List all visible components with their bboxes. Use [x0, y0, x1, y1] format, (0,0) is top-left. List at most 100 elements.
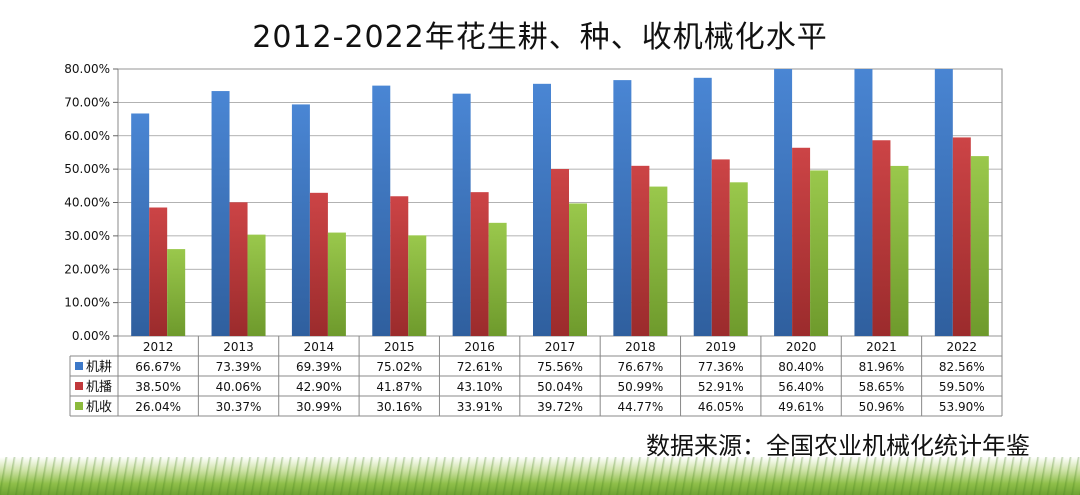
bar-机播-2018 — [631, 165, 650, 336]
bar-机播-2017 — [551, 168, 569, 336]
table-cell-value: 69.39% — [296, 360, 342, 374]
bar-机播-2020 — [792, 147, 811, 336]
table-cell-value: 43.10% — [457, 380, 503, 394]
table-cell-value: 77.36% — [698, 360, 744, 374]
source-note: 数据来源：全国农业机械化统计年鉴 — [646, 432, 1030, 460]
table-cell-value: 44.77% — [617, 400, 663, 414]
table-cell-value: 38.50% — [135, 380, 181, 394]
y-tick-label: 10.00% — [64, 296, 110, 310]
grass-strip — [0, 457, 1080, 495]
table-cell-value: 46.05% — [698, 400, 744, 414]
bar-机耕-2016 — [452, 93, 471, 336]
bar-机收-2016 — [488, 222, 507, 336]
legend-label: 机收 — [86, 400, 112, 415]
x-category-label: 2020 — [786, 340, 817, 354]
table-cell-value: 30.99% — [296, 400, 342, 414]
bar-机收-2022 — [970, 156, 989, 336]
bar-机收-2021 — [890, 165, 909, 336]
bar-机耕-2022 — [934, 69, 953, 336]
table-cell-value: 72.61% — [457, 360, 503, 374]
x-category-label: 2016 — [464, 340, 495, 354]
data-table: 2012 2013 2014 2015 2016 2017 2018 2019 2020 2021… — [69, 336, 1003, 417]
x-category-label: 2015 — [384, 340, 415, 354]
y-tick-label: 30.00% — [64, 229, 110, 243]
table-cell-value: 53.90% — [939, 400, 985, 414]
bar-机耕-2014 — [291, 104, 310, 336]
table-cell-value: 52.91% — [698, 380, 744, 394]
legend-swatch-机耕 — [75, 362, 83, 370]
bar-机播-2013 — [229, 202, 248, 336]
x-category-label: 2019 — [705, 340, 736, 354]
table-cell-value: 81.96% — [859, 360, 905, 374]
table-cell-value: 49.61% — [778, 400, 824, 414]
y-tick-label: 80.00% — [64, 62, 110, 76]
bar-机收-2015 — [408, 235, 427, 336]
table-cell-value: 39.72% — [537, 400, 583, 414]
bar-机播-2015 — [390, 196, 409, 336]
bar-机耕-2019 — [693, 77, 712, 336]
bar-机收-2019 — [729, 182, 748, 336]
bar-机耕-2018 — [613, 80, 632, 336]
table-cell-value: 80.40% — [778, 360, 824, 374]
table-cell-value: 58.65% — [859, 380, 905, 394]
bar-机耕-2021 — [854, 69, 873, 336]
table-cell-value: 76.67% — [617, 360, 663, 374]
y-tick-label: 0.00% — [72, 329, 110, 343]
x-category-label: 2021 — [866, 340, 897, 354]
x-category-label: 2017 — [545, 340, 576, 354]
bar-机耕-2017 — [533, 83, 551, 336]
table-cell-value: 40.06% — [216, 380, 262, 394]
x-category-label: 2022 — [947, 340, 978, 354]
table-cell-value: 41.87% — [376, 380, 422, 394]
x-category-label: 2012 — [143, 340, 174, 354]
bars — [131, 69, 989, 336]
y-tick-label: 50.00% — [64, 162, 110, 176]
table-cell-value: 33.91% — [457, 400, 503, 414]
bar-机播-2019 — [711, 159, 730, 336]
bar-机收-2020 — [810, 170, 829, 336]
x-category-label: 2013 — [223, 340, 254, 354]
table-cell-value: 26.04% — [135, 400, 181, 414]
bar-机收-2012 — [167, 249, 186, 336]
y-tick-label: 70.00% — [64, 95, 110, 109]
bar-机播-2016 — [470, 192, 489, 336]
table-cell-value: 75.02% — [376, 360, 422, 374]
bar-机耕-2013 — [211, 91, 230, 336]
bar-机播-2012 — [149, 207, 168, 336]
bar-机收-2013 — [247, 234, 266, 336]
table-cell-value: 42.90% — [296, 380, 342, 394]
bar-机收-2017 — [569, 203, 587, 336]
legend-label: 机耕 — [86, 359, 112, 375]
bar-机播-2014 — [309, 192, 328, 336]
legend-swatch-机收 — [75, 402, 83, 410]
bar-机收-2018 — [649, 186, 668, 336]
table-cell-value: 50.04% — [537, 380, 583, 394]
table-cell-value: 50.96% — [859, 400, 905, 414]
table-cell-value: 30.37% — [216, 400, 262, 414]
chart-title: 2012-2022年花生耕、种、收机械化水平 — [252, 20, 828, 55]
table-cell-value: 82.56% — [939, 360, 985, 374]
table-cell-value: 56.40% — [778, 380, 824, 394]
bar-机收-2014 — [327, 232, 346, 336]
bar-机播-2022 — [952, 137, 971, 336]
bar-机耕-2015 — [372, 85, 391, 336]
table-cell-value: 59.50% — [939, 380, 985, 394]
legend-swatch-机播 — [75, 382, 83, 390]
table-cell-value: 66.67% — [135, 360, 181, 374]
legend-label: 机播 — [86, 380, 112, 395]
y-tick-label: 40.00% — [64, 196, 110, 210]
y-tick-label: 60.00% — [64, 129, 110, 143]
table-cell-value: 30.16% — [376, 400, 422, 414]
y-tick-label: 20.00% — [64, 262, 110, 276]
y-axis: 0.00% 10.00% 20.00% 30.00% 40.00% 50.00% 60.00… — [64, 62, 118, 343]
table-cell-value: 75.56% — [537, 360, 583, 374]
bar-机耕-2020 — [774, 69, 793, 336]
table-cell-value: 50.99% — [617, 380, 663, 394]
x-category-label: 2014 — [304, 340, 335, 354]
bar-机播-2021 — [872, 140, 891, 336]
table-cell-value: 73.39% — [216, 360, 262, 374]
bar-机耕-2012 — [131, 113, 150, 336]
x-category-label: 2018 — [625, 340, 656, 354]
grass-texture — [0, 457, 1080, 495]
